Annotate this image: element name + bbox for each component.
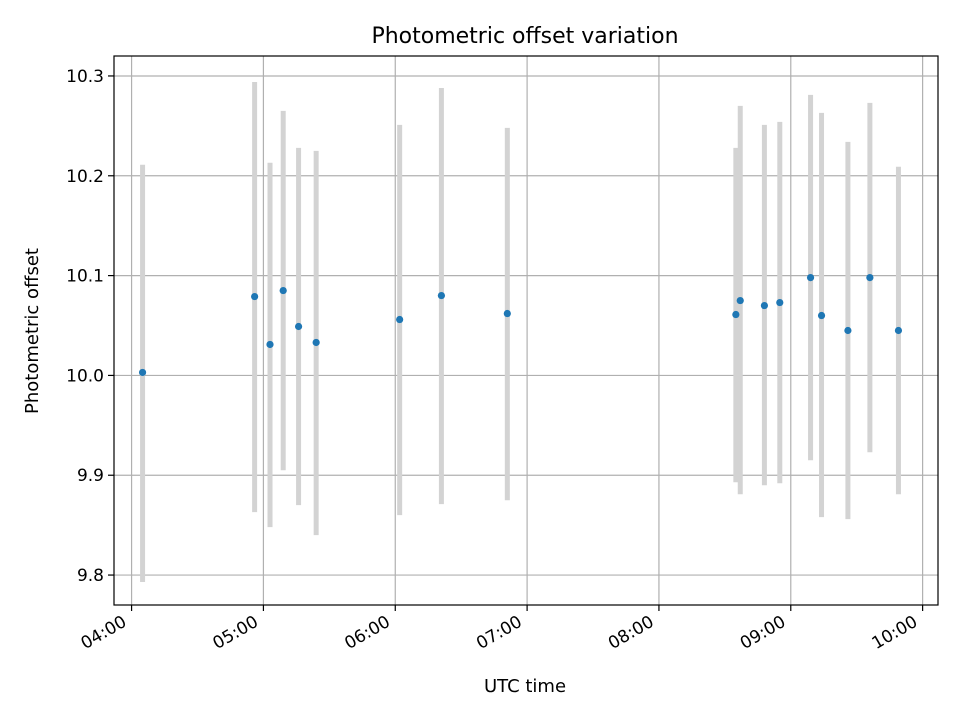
data-point — [817, 311, 826, 320]
data-point — [266, 340, 274, 349]
plot-area — [114, 56, 938, 605]
data-point — [806, 273, 815, 282]
y-tick-label: 10.0 — [66, 366, 104, 386]
data-point — [736, 296, 744, 305]
y-tick-label: 10.2 — [66, 167, 104, 187]
data-point — [437, 291, 446, 300]
y-axis-ticks: 9.8 9.9 10.0 10.1 10.2 10.3 — [66, 67, 114, 586]
data-point — [138, 368, 147, 377]
x-axis-label: UTC time — [484, 676, 566, 697]
data-point — [312, 338, 320, 347]
data-point — [844, 326, 852, 335]
plot-frame — [113, 55, 939, 606]
data-point — [866, 273, 874, 282]
y-tick-label: 10.1 — [66, 267, 104, 287]
data-point — [396, 315, 404, 324]
y-tick-label: 9.8 — [77, 566, 104, 586]
y-tick-label: 9.9 — [77, 466, 104, 486]
data-points — [138, 273, 903, 377]
data-point — [760, 301, 769, 310]
data-point — [294, 322, 303, 331]
data-point — [503, 309, 511, 318]
y-axis-label: Photometric offset — [22, 248, 43, 414]
data-point — [279, 286, 287, 295]
data-point — [776, 298, 784, 307]
grid-lines — [114, 56, 938, 605]
chart-title: Photometric offset variation — [371, 24, 678, 49]
data-point — [894, 326, 903, 335]
data-point — [732, 310, 740, 319]
y-tick-label: 10.3 — [66, 67, 104, 87]
data-point — [251, 292, 259, 301]
